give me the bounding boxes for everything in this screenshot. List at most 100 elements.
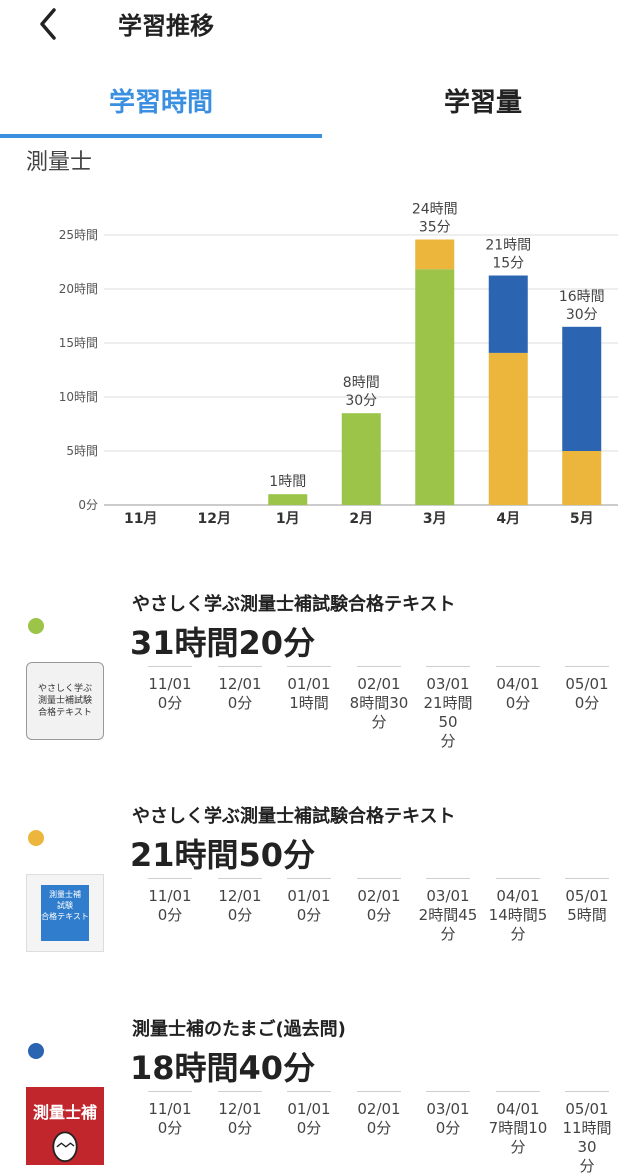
month-divider xyxy=(426,666,470,667)
month-cell: 11/01 0分 xyxy=(136,878,204,925)
month-value: 21時間50 分 xyxy=(423,694,473,750)
month-divider xyxy=(565,1091,609,1092)
month-value: 0分 xyxy=(227,906,253,924)
month-date: 02/01 xyxy=(357,1100,401,1118)
bar-total-label: 21時間 xyxy=(485,238,531,254)
month-divider xyxy=(218,666,262,667)
month-cell: 04/01 7時間10 分 xyxy=(484,1091,552,1157)
month-value: 7時間10 分 xyxy=(488,1119,548,1156)
month-cell: 03/01 0分 xyxy=(414,1091,482,1138)
month-divider xyxy=(357,1091,401,1092)
month-cell: 02/01 8時間30 分 xyxy=(345,666,413,732)
month-cell: 01/01 0分 xyxy=(275,1091,343,1138)
month-divider xyxy=(565,878,609,879)
month-divider xyxy=(565,666,609,667)
tab-study-amount[interactable]: 学習量 xyxy=(443,88,522,118)
bar-segment xyxy=(562,326,602,451)
x-tick-label: 5月 xyxy=(570,511,594,527)
bar-total-label: 35分 xyxy=(419,220,451,236)
month-date: 01/01 xyxy=(287,1100,331,1118)
bar-segment xyxy=(488,352,528,505)
month-divider xyxy=(357,666,401,667)
bar-total-label: 15分 xyxy=(492,256,524,272)
month-date: 04/01 xyxy=(496,887,540,905)
month-cell: 11/01 0分 xyxy=(136,666,204,713)
month-cell: 05/01 0分 xyxy=(553,666,621,713)
bar-total-label: 24時間 xyxy=(412,202,458,218)
month-cell: 12/01 0分 xyxy=(206,666,274,713)
bar-total-label: 16時間 xyxy=(559,289,605,305)
book-thumbnail[interactable]: やさしく学ぶ 測量士補試験 合格テキスト xyxy=(26,662,104,740)
month-value: 0分 xyxy=(366,906,392,924)
bar-segment xyxy=(488,275,528,353)
item-total-time: 31時間20分 xyxy=(130,624,316,662)
page-title: 学習推移 xyxy=(118,12,214,40)
month-cell: 03/01 2時間45 分 xyxy=(414,878,482,944)
month-divider xyxy=(496,666,540,667)
month-value: 14時間5 分 xyxy=(488,906,548,943)
month-divider xyxy=(148,1091,192,1092)
month-divider xyxy=(357,878,401,879)
item-total-time: 21時間50分 xyxy=(130,836,316,874)
bar-segment xyxy=(268,494,308,505)
month-cell: 05/01 11時間30 分 xyxy=(553,1091,621,1176)
y-tick-label: 25時間 xyxy=(59,228,98,242)
month-value: 2時間45 分 xyxy=(418,906,478,943)
month-cell: 01/01 1時間 xyxy=(275,666,343,713)
month-date: 04/01 xyxy=(496,675,540,693)
month-date: 03/01 xyxy=(426,887,470,905)
month-date: 01/01 xyxy=(287,887,331,905)
month-divider xyxy=(287,666,331,667)
month-cell: 02/01 0分 xyxy=(345,878,413,925)
month-date: 03/01 xyxy=(426,1100,470,1118)
x-tick-label: 12月 xyxy=(198,511,231,527)
active-tab-indicator xyxy=(0,134,322,138)
header: 学習推移 xyxy=(0,0,644,50)
month-date: 03/01 xyxy=(426,675,470,693)
series-color-dot xyxy=(28,618,44,634)
series-color-dot xyxy=(28,830,44,846)
month-value: 8時間30 分 xyxy=(349,694,409,731)
back-arrow-icon[interactable] xyxy=(28,2,72,46)
book-thumbnail[interactable]: 測量士補 試験 合格テキスト xyxy=(26,874,104,952)
y-tick-label: 5時間 xyxy=(66,444,98,458)
study-time-chart: 0分 5時間 10時間 15時間 20時間 25時間 11月 12月 1月 1時間 2月 8時間 30分… xyxy=(59,202,618,527)
y-tick-label: 15時間 xyxy=(59,336,98,350)
month-cell: 04/01 0分 xyxy=(484,666,552,713)
month-date: 11/01 xyxy=(148,887,192,905)
month-date: 05/01 xyxy=(565,1100,609,1118)
month-value: 0分 xyxy=(157,694,183,712)
month-divider xyxy=(148,666,192,667)
month-value: 0分 xyxy=(296,906,322,924)
month-value: 5時間 xyxy=(567,906,607,924)
month-value: 0分 xyxy=(227,694,253,712)
month-value: 11時間30 分 xyxy=(562,1119,612,1175)
month-date: 11/01 xyxy=(148,675,192,693)
month-value: 0分 xyxy=(227,1119,253,1137)
y-tick-label: 10時間 xyxy=(59,390,98,404)
month-date: 02/01 xyxy=(357,675,401,693)
month-value: 0分 xyxy=(366,1119,392,1137)
tab-study-time[interactable]: 学習時間 xyxy=(108,88,213,118)
month-cell: 05/01 5時間 xyxy=(553,878,621,925)
month-divider xyxy=(426,1091,470,1092)
bar-total-label: 8時間 xyxy=(343,375,380,391)
bar-segment xyxy=(562,451,602,505)
month-cell: 04/01 14時間5 分 xyxy=(484,878,552,944)
month-divider xyxy=(426,878,470,879)
month-date: 05/01 xyxy=(565,675,609,693)
month-cell: 11/01 0分 xyxy=(136,1091,204,1138)
item-total-time: 18時間40分 xyxy=(130,1049,316,1087)
book-thumbnail[interactable]: 測量士補 xyxy=(26,1087,104,1165)
bar-total-label: 1時間 xyxy=(269,474,306,490)
x-tick-label: 11月 xyxy=(124,511,157,527)
item-name: やさしく学ぶ測量士補試験合格テキスト xyxy=(132,806,456,827)
subject-label: 測量士 xyxy=(26,150,93,175)
bar-segment xyxy=(341,413,381,505)
bar-total-label: 30分 xyxy=(345,393,377,409)
month-date: 11/01 xyxy=(148,1100,192,1118)
month-date: 12/01 xyxy=(218,675,262,693)
tab-bar: 学習時間 学習量 xyxy=(0,70,644,138)
month-cell: 12/01 0分 xyxy=(206,878,274,925)
month-date: 05/01 xyxy=(565,887,609,905)
